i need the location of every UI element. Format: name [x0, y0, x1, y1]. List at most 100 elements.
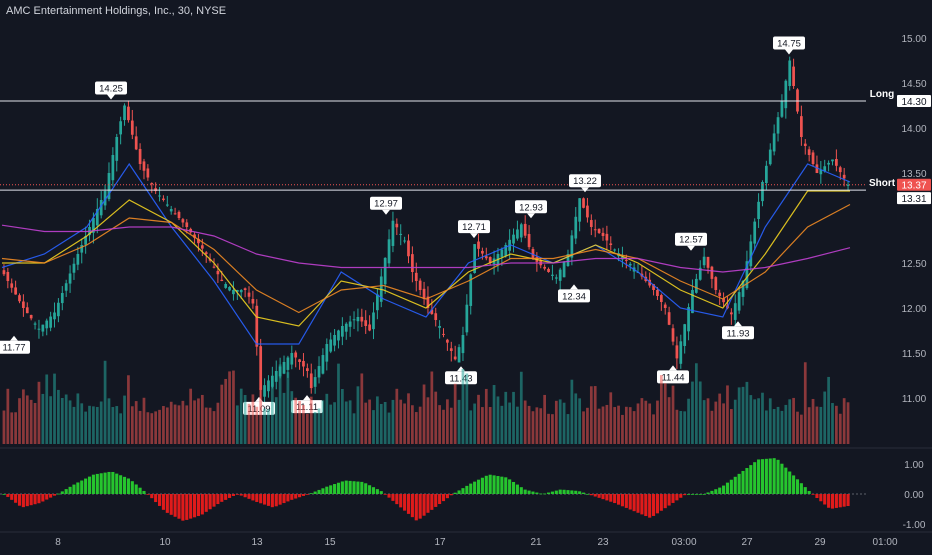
level-price-tag-0: 14.30: [897, 95, 931, 108]
time-axis-tick-6: 23: [597, 537, 609, 548]
volume-bar: [667, 397, 671, 444]
volume-bar: [729, 409, 733, 444]
oscillator-bar: [107, 471, 111, 494]
moving-average-line-1: [2, 190, 850, 327]
volume-bar: [765, 410, 768, 444]
volume-bar: [138, 410, 142, 444]
candle-body: [177, 211, 181, 218]
volume-bar: [368, 399, 371, 444]
time-axis-tick-10: 01:00: [872, 537, 897, 548]
volume-bar: [792, 397, 795, 444]
level-price-tag-bg: [897, 95, 931, 107]
oscillator-bar: [56, 493, 60, 495]
candle-body: [239, 290, 243, 293]
price-label-box: [515, 200, 547, 214]
candle-body: [691, 290, 694, 314]
oscillator-bar: [228, 494, 232, 498]
volume-bar: [807, 407, 811, 444]
candle-body: [792, 66, 795, 86]
oscillator-bar: [846, 494, 850, 506]
volume-bar: [803, 362, 807, 444]
oscillator-bar: [550, 491, 554, 494]
oscillator-bar: [274, 494, 278, 507]
candle-body: [675, 345, 679, 359]
candle-body: [119, 121, 123, 135]
candle-body: [772, 133, 776, 152]
volume-bar: [251, 394, 255, 444]
oscillator-bar: [375, 489, 379, 494]
candle-body: [197, 238, 200, 244]
volume-bar: [99, 401, 103, 444]
candle-body: [426, 296, 430, 308]
candle-body: [745, 261, 749, 289]
oscillator-bar: [815, 494, 819, 499]
oscillator-bar: [410, 494, 414, 518]
oscillator-bar: [387, 494, 391, 498]
volume-bar: [422, 384, 426, 444]
volume-bar: [671, 385, 675, 444]
candle-body: [835, 159, 838, 166]
oscillator-bar: [722, 485, 726, 494]
volume-bar: [484, 388, 488, 444]
price-label-box: [0, 340, 30, 354]
volume-bar: [278, 364, 282, 444]
oscillator-bar: [504, 477, 508, 494]
volume-bar: [827, 376, 830, 444]
volume-bar: [761, 392, 764, 444]
candle-body: [99, 200, 103, 216]
volume-bar: [403, 403, 406, 444]
volume-bar: [706, 398, 710, 444]
price-label-pointer: [734, 321, 742, 327]
volume-bar: [29, 399, 33, 444]
oscillator-bar: [589, 494, 593, 496]
oscillator-bar: [609, 494, 613, 502]
candle-body: [842, 174, 846, 179]
volume-bar: [446, 399, 449, 444]
oscillator-bar: [371, 487, 376, 494]
volume-bar: [103, 360, 107, 444]
volume-bar: [228, 371, 231, 444]
volume-bar: [757, 398, 760, 444]
volume-bar: [123, 395, 126, 444]
oscillator-bar: [838, 494, 842, 508]
volume-bar: [500, 405, 504, 444]
price-label-text: 11.43: [449, 373, 472, 384]
volume-bar: [49, 396, 52, 444]
volume-bar: [212, 411, 216, 444]
candle-body: [259, 346, 263, 390]
candle-body: [348, 321, 352, 327]
oscillator-bar: [795, 479, 800, 494]
candle-body: [204, 252, 208, 254]
candle-body: [574, 216, 578, 239]
candle-body: [457, 347, 461, 363]
oscillator-bar: [469, 483, 473, 494]
candle-body: [162, 198, 165, 200]
candle-body: [512, 234, 515, 244]
volume-bar: [694, 363, 698, 444]
volume-bar: [636, 403, 640, 444]
candle-body: [391, 220, 395, 246]
oscillator-bar: [165, 494, 169, 513]
candle-body: [434, 313, 438, 320]
oscillator-bar: [438, 494, 442, 505]
volume-bar: [496, 396, 500, 444]
candle-body: [749, 241, 753, 267]
candle-body: [173, 213, 177, 215]
current-price-tag-text: 13.37: [901, 181, 926, 192]
volume-bar: [6, 388, 10, 444]
volume-bar: [92, 406, 95, 444]
volume-bar: [360, 373, 364, 444]
oscillator-bar: [150, 494, 154, 499]
volume-bar: [407, 393, 410, 444]
volume-bar: [142, 397, 146, 444]
volume-bar: [453, 383, 457, 444]
volume-bar: [294, 397, 298, 444]
oscillator-bar: [282, 494, 286, 504]
price-label-text: 12.93: [519, 202, 543, 213]
oscillator-bar: [792, 475, 796, 494]
volume-bar: [469, 410, 473, 444]
oscillator-bar: [578, 491, 582, 494]
price-label-pointer: [527, 213, 535, 219]
candle-body: [788, 60, 792, 87]
